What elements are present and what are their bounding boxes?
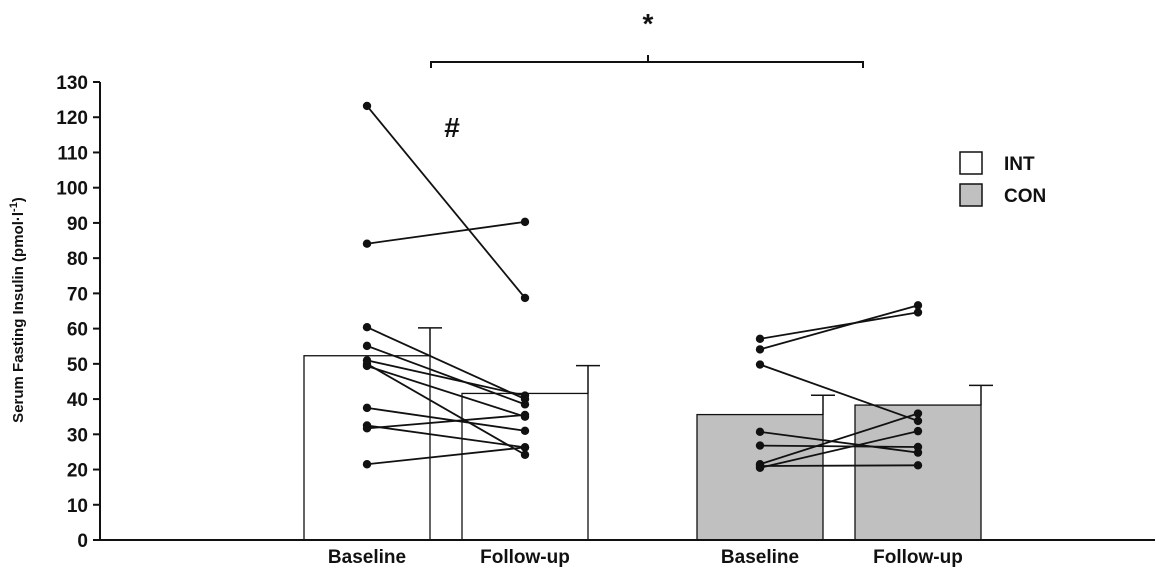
participant-point-int-4-follow-up — [520, 391, 530, 400]
participant-point-int-3-follow-up — [520, 400, 530, 409]
significance-asterisk: * — [643, 8, 654, 39]
participant-line-int-7 — [366, 424, 526, 449]
participant-point-int-8-follow-up — [520, 410, 530, 420]
y-tick-label-90: 90 — [67, 214, 88, 235]
participant-line-con-2 — [759, 363, 919, 422]
participant-point-int-3-baseline — [362, 341, 372, 351]
participant-point-int-0-baseline — [362, 101, 372, 111]
within-group-hash: # — [444, 112, 460, 143]
x-category-label-3: Follow-up — [873, 547, 963, 568]
y-tick-label-20: 20 — [67, 461, 88, 482]
participant-line-int-3 — [366, 345, 526, 406]
participant-line-con-3 — [759, 430, 919, 454]
participant-line-int-2 — [366, 326, 526, 400]
participant-point-con-5-follow-up — [913, 409, 923, 418]
legend-label-int: INT — [1004, 154, 1035, 175]
x-category-label-0: Baseline — [328, 547, 406, 568]
participant-point-con-6-follow-up — [913, 461, 923, 470]
y-axis-title-close: ) — [10, 197, 27, 202]
participant-point-con-3-baseline — [755, 427, 765, 437]
y-tick-label-60: 60 — [67, 320, 88, 341]
participant-line-con-1 — [759, 304, 919, 351]
participant-point-con-4-follow-up — [913, 442, 923, 452]
y-tick-label-120: 120 — [56, 108, 88, 129]
participant-point-int-9-follow-up — [520, 443, 530, 452]
participant-point-con-2-baseline — [755, 360, 765, 369]
legend-label-con: CON — [1004, 186, 1046, 207]
x-axis: Baseline Follow-up Baseline Follow-up — [100, 539, 1155, 568]
participant-point-int-9-baseline — [362, 460, 372, 469]
legend-swatch-con — [959, 183, 983, 207]
y-tick-label-30: 30 — [67, 425, 88, 446]
y-tick-label-100: 100 — [56, 179, 88, 200]
participant-line-con-0 — [759, 311, 919, 340]
participant-line-int-0 — [366, 105, 526, 299]
participant-line-int-1 — [366, 220, 526, 245]
participant-line-con-4 — [759, 444, 919, 448]
participant-point-int-0-follow-up — [520, 293, 530, 303]
participant-point-int-1-follow-up — [520, 217, 530, 227]
x-category-label-1: Follow-up — [480, 547, 570, 568]
bar-con-follow-up — [854, 404, 982, 541]
participant-line-int-5 — [366, 365, 526, 418]
x-category-label-2: Baseline — [721, 547, 799, 568]
bars — [303, 355, 982, 541]
y-tick-label-80: 80 — [67, 249, 88, 270]
bar-int-baseline — [303, 355, 431, 541]
participant-point-int-1-baseline — [362, 239, 372, 248]
participant-point-con-4-baseline — [755, 441, 765, 450]
participant-point-con-1-follow-up — [913, 301, 923, 310]
y-tick-label-110: 110 — [57, 143, 88, 164]
participant-point-con-0-baseline — [755, 334, 765, 344]
y-axis-title-superscript: -1 — [8, 202, 20, 212]
participant-point-int-10-baseline — [362, 359, 372, 369]
participant-line-int-4 — [366, 359, 526, 397]
participant-point-con-1-baseline — [755, 345, 765, 354]
participant-line-con-7 — [759, 430, 919, 469]
participant-point-con-7-baseline — [755, 463, 765, 472]
participant-line-con-6 — [759, 464, 919, 467]
participant-line-int-6 — [366, 406, 526, 432]
y-tick-label-70: 70 — [67, 284, 88, 305]
y-tick-label-10: 10 — [67, 496, 88, 517]
significance-bracket: * — [430, 8, 864, 68]
y-tick-label-50: 50 — [67, 355, 88, 376]
y-axis-title-main: Serum Fasting Insulin (pmol·l — [10, 212, 27, 423]
legend: INT CON — [959, 151, 1046, 207]
participant-point-con-2-follow-up — [913, 416, 923, 426]
participant-line-int-9 — [366, 446, 526, 466]
y-tick-label-0: 0 — [77, 531, 88, 552]
y-axis-title: Serum Fasting Insulin (pmol·l-1) — [8, 197, 27, 423]
individual-lines — [362, 101, 923, 472]
bracket-line — [430, 61, 864, 68]
participant-line-int-8 — [366, 414, 526, 430]
participant-line-con-5 — [759, 412, 919, 466]
y-tick-label-40: 40 — [67, 390, 88, 411]
participant-point-int-2-baseline — [362, 323, 372, 332]
participant-point-int-10-follow-up — [520, 450, 530, 459]
participant-point-int-6-baseline — [362, 403, 372, 413]
y-tick-label-130: 130 — [56, 73, 88, 94]
legend-swatch-int — [959, 151, 983, 175]
participant-line-int-10 — [366, 363, 526, 456]
participant-point-int-6-follow-up — [520, 426, 530, 435]
y-axis: 0 10 20 30 40 50 60 70 80 90 100 110 120 130 — [56, 73, 101, 552]
participant-point-con-7-follow-up — [913, 426, 923, 436]
participant-point-con-0-follow-up — [913, 308, 923, 317]
participant-point-int-8-baseline — [362, 424, 372, 433]
error-bars — [418, 327, 993, 415]
